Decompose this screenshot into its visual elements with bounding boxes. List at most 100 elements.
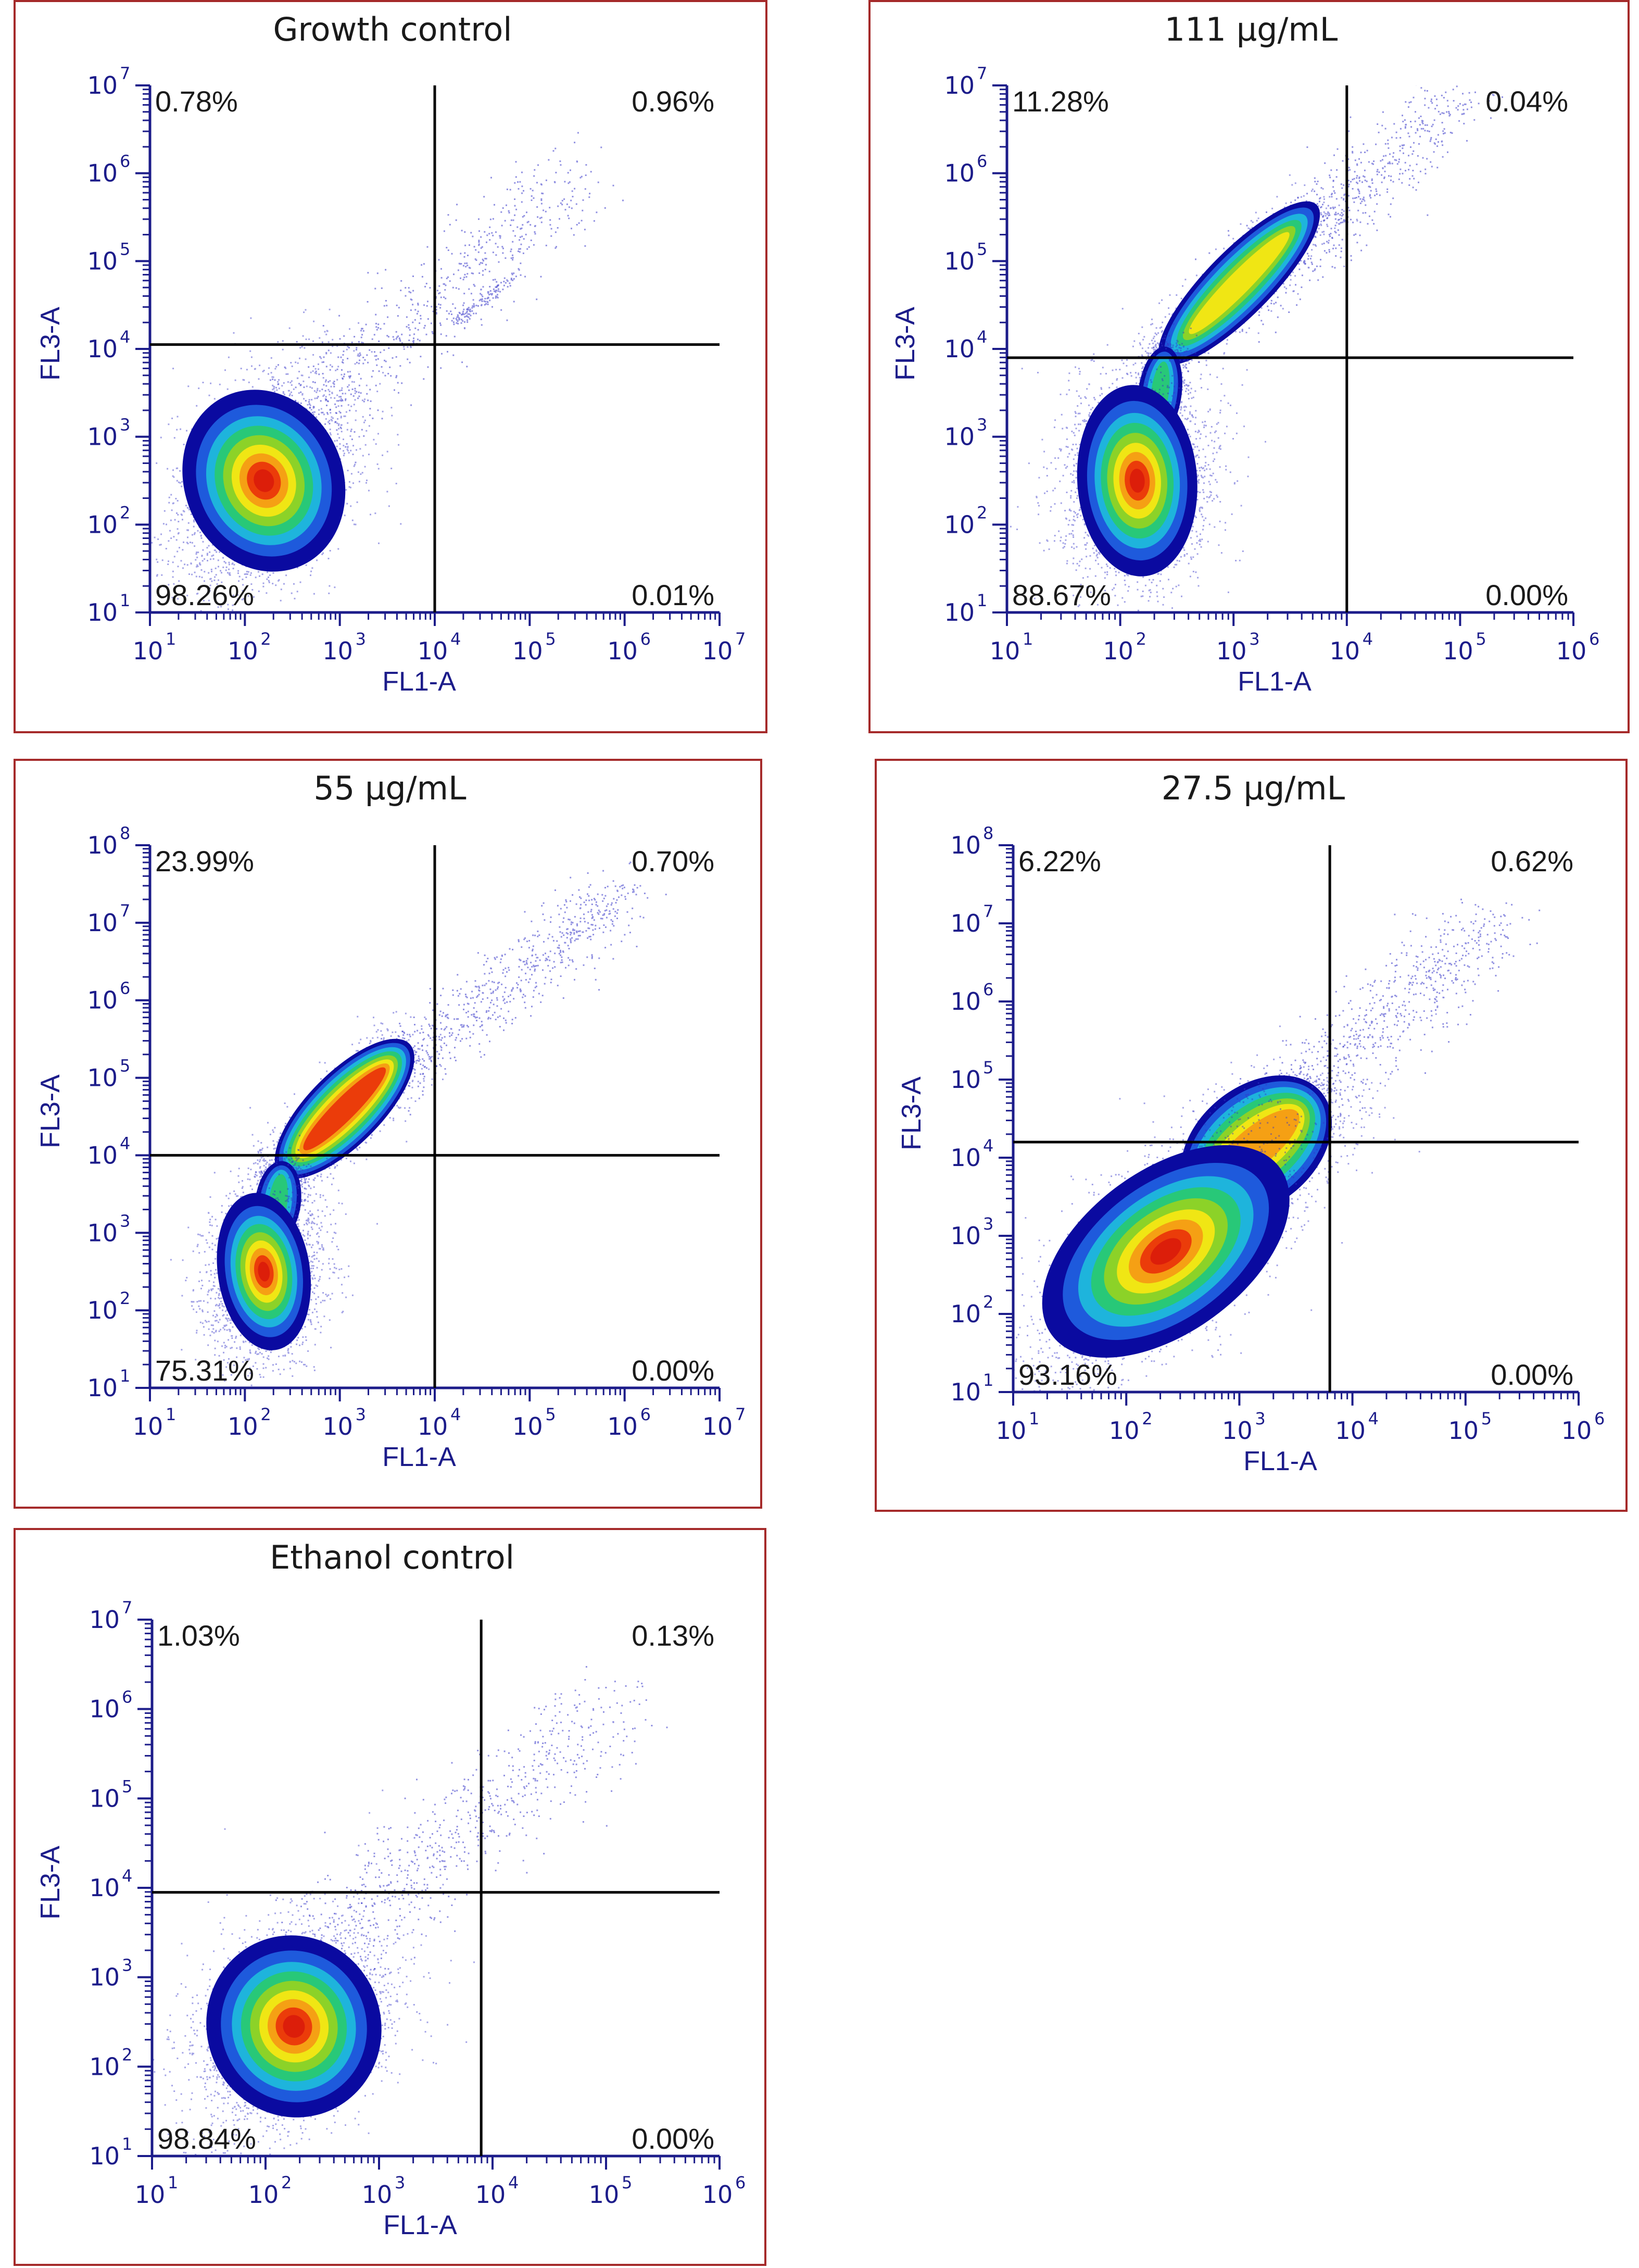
x-tick-label: 10 <box>1335 1417 1366 1445</box>
y-tick-label: 10 <box>950 1378 981 1406</box>
y-tick-label: 10 <box>89 1784 120 1812</box>
x-axis-label: FL1-A <box>1243 1446 1317 1476</box>
y-axis-label: FL3-A <box>897 1076 927 1150</box>
x-axis-label: FL1-A <box>1238 667 1312 697</box>
x-tick-exponent: 4 <box>1368 1409 1379 1429</box>
y-tick-label: 10 <box>89 2052 120 2081</box>
y-tick-label: 10 <box>87 831 118 859</box>
x-tick-label: 10 <box>996 1417 1027 1445</box>
chart-title: Ethanol control <box>270 1538 514 1576</box>
axes: 10 1 10 2 10 3 10 4 10 5 10 6 10 710 110 210 310 410 510 61… <box>87 64 746 665</box>
y-tick-exponent: 7 <box>120 64 130 83</box>
axes: 10 1 10 2 10 3 10 4 10 5 10 610 110 210 310 410 510 610 71… <box>950 823 1605 1445</box>
y-tick-label: 10 <box>87 1374 118 1402</box>
x-tick-exponent: 3 <box>356 1405 366 1424</box>
density-points <box>1010 85 1503 612</box>
density-points <box>170 861 667 1388</box>
y-tick-label: 10 <box>950 1144 981 1172</box>
y-tick-exponent: 1 <box>120 591 130 610</box>
x-tick-exponent: 7 <box>735 629 746 649</box>
axes: 10 1 10 2 10 3 10 4 10 5 10 610 110 210 310 410 510 610 7 <box>89 1598 746 2209</box>
x-tick-exponent: 1 <box>166 629 176 649</box>
x-tick-exponent: 7 <box>735 1405 746 1424</box>
x-tick-exponent: 3 <box>1255 1409 1265 1429</box>
y-tick-label: 10 <box>89 2142 120 2170</box>
y-tick-label: 10 <box>87 159 118 187</box>
x-tick-label: 10 <box>322 637 353 665</box>
x-tick-label: 10 <box>228 1412 258 1440</box>
y-tick-exponent: 2 <box>977 503 987 522</box>
chart-title: 55 µg/mL <box>313 769 467 807</box>
y-tick-label: 10 <box>944 423 975 451</box>
quadrant-lower-left: 75.31% <box>155 1354 254 1387</box>
y-tick-label: 10 <box>87 1141 118 1169</box>
quadrant-lower-right: 0.00% <box>632 2122 714 2155</box>
y-tick-exponent: 6 <box>122 1687 132 1707</box>
x-tick-label: 10 <box>1109 1417 1140 1445</box>
quadrant-upper-right: 0.70% <box>632 845 714 878</box>
quadrant-upper-left: 23.99% <box>155 845 254 878</box>
x-tick-exponent: 5 <box>545 1405 556 1424</box>
chart-title: 27.5 µg/mL <box>1162 769 1345 807</box>
axes: 10 1 10 2 10 3 10 4 10 5 10 610 110 210 310 410 510 610 7 <box>944 64 1599 665</box>
y-tick-exponent: 4 <box>120 1133 130 1153</box>
y-tick-label: 10 <box>87 335 118 363</box>
x-tick-label: 10 <box>702 2181 733 2209</box>
quadrant-lower-left: 93.16% <box>1018 1358 1117 1391</box>
x-tick-label: 10 <box>607 637 638 665</box>
x-tick-exponent: 6 <box>640 1405 651 1424</box>
y-axis-label: FL3-A <box>890 307 921 381</box>
x-tick-exponent: 5 <box>622 2173 632 2192</box>
x-tick-exponent: 5 <box>1476 629 1486 649</box>
quadrant-upper-right: 0.13% <box>632 1619 714 1652</box>
y-tick-label: 10 <box>87 1064 118 1092</box>
quadrant-lower-right: 0.00% <box>632 1354 714 1387</box>
x-tick-label: 10 <box>322 1412 353 1440</box>
y-tick-label: 10 <box>950 909 981 937</box>
y-tick-exponent: 4 <box>983 1136 993 1156</box>
y-tick-label: 10 <box>950 1300 981 1328</box>
panel-111-ug-ml: 111 µg/mL 10 1 10 2 10 3 10 4 10 5 10 6 10 1 10 2 10 3 10 4 1… <box>868 0 1630 733</box>
axes: 10 1 10 2 10 3 10 4 10 5 10 6 10 710 110 210 310 410 510 61… <box>87 823 746 1440</box>
density-points <box>150 132 624 612</box>
x-tick-label: 10 <box>1448 1417 1479 1445</box>
x-tick-label: 10 <box>1216 637 1247 665</box>
y-tick-exponent: 5 <box>120 239 130 259</box>
x-tick-label: 10 <box>133 637 163 665</box>
x-tick-label: 10 <box>512 637 543 665</box>
x-tick-exponent: 6 <box>1594 1409 1605 1429</box>
x-tick-label: 10 <box>1556 637 1587 665</box>
x-tick-label: 10 <box>1443 637 1473 665</box>
y-tick-exponent: 4 <box>120 327 130 347</box>
y-tick-exponent: 2 <box>120 503 130 522</box>
quadrant-lower-left: 88.67% <box>1012 579 1111 611</box>
x-tick-exponent: 4 <box>1363 629 1373 649</box>
quadrant-lower-right: 0.00% <box>1491 1358 1573 1391</box>
x-tick-label: 10 <box>418 1412 448 1440</box>
y-tick-label: 10 <box>89 1874 120 1902</box>
x-tick-label: 10 <box>362 2181 393 2209</box>
y-tick-label: 10 <box>87 909 118 937</box>
x-tick-exponent: 1 <box>168 2173 178 2192</box>
quadrant-lower-left: 98.84% <box>157 2122 256 2155</box>
y-tick-label: 10 <box>89 1606 120 1634</box>
x-tick-exponent: 3 <box>356 629 366 649</box>
y-tick-exponent: 7 <box>122 1598 132 1618</box>
y-tick-exponent: 5 <box>120 1056 130 1076</box>
density-contour <box>303 1067 386 1150</box>
y-tick-exponent: 8 <box>983 823 993 843</box>
quadrant-lower-right: 0.01% <box>632 579 714 611</box>
y-tick-label: 10 <box>87 598 118 626</box>
panel-55-ug-ml: 55 µg/mL 10 1 10 2 10 3 10 4 10 5 10 6 10 7 10 1 10 2 10 3 10… <box>14 759 762 1509</box>
quadrant-upper-left: 1.03% <box>157 1619 240 1652</box>
density-contour <box>254 469 274 492</box>
density-contour <box>1150 1238 1181 1265</box>
x-tick-exponent: 5 <box>1481 1409 1492 1429</box>
y-tick-exponent: 7 <box>120 901 130 921</box>
x-tick-label: 10 <box>228 637 258 665</box>
y-tick-exponent: 4 <box>977 327 987 347</box>
x-axis-label: FL1-A <box>382 667 456 697</box>
panel-growth-control: Growth control 10 1 10 2 10 3 10 4 10 5 10 6 10 7 10 1 10… <box>14 0 767 733</box>
